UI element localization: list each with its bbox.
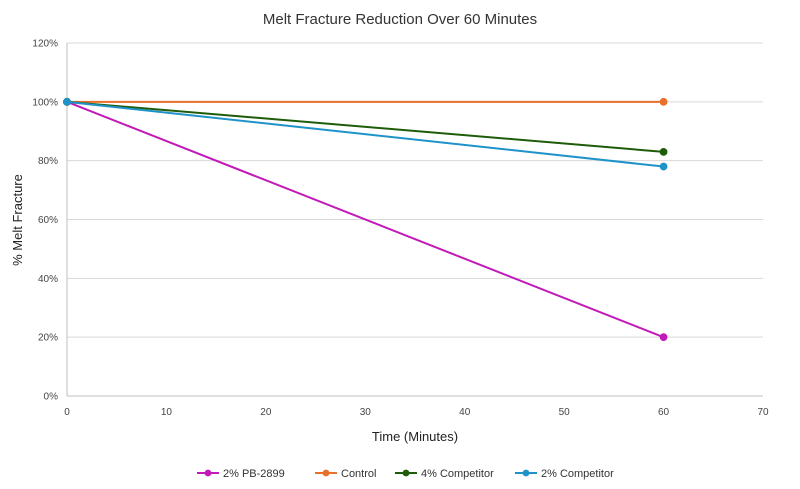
- x-tick-label: 50: [559, 407, 571, 418]
- series-4-competitor: [63, 97, 668, 156]
- legend-label: 2% Competitor: [541, 468, 614, 480]
- y-tick-label: 120%: [32, 39, 58, 50]
- y-tick-label: 60%: [38, 215, 58, 226]
- y-tick-labels: 0% 20% 40% 60% 80% 100% 120%: [32, 39, 58, 403]
- y-tick-label: 40%: [38, 274, 58, 285]
- legend-marker: [322, 469, 330, 477]
- data-point: [659, 333, 668, 342]
- data-point: [63, 97, 71, 106]
- legend-marker: [204, 469, 212, 477]
- y-axis-label: % Melt Fracture: [10, 174, 25, 266]
- legend-marker: [402, 469, 410, 477]
- y-tick-label: 100%: [32, 97, 58, 108]
- series-control: [63, 97, 668, 106]
- series-line: [66, 100, 664, 153]
- legend-label: 4% Competitor: [421, 468, 494, 480]
- data-point: [659, 147, 668, 156]
- x-tick-labels: 0 10 20 30 40 50 60 70: [64, 407, 769, 418]
- y-tick-label: 20%: [38, 333, 58, 344]
- legend-item[interactable]: Control: [315, 468, 376, 480]
- legend-item[interactable]: 2% PB-2899: [197, 468, 285, 480]
- legend[interactable]: 2% PB-2899 Control 4% Competitor 2% Competi…: [197, 468, 614, 480]
- x-tick-label: 30: [360, 407, 372, 418]
- legend-label: Control: [341, 468, 376, 480]
- gridlines: [67, 42, 763, 338]
- y-tick-label: 0%: [44, 392, 59, 403]
- legend-item[interactable]: 2% Competitor: [515, 468, 614, 480]
- x-tick-label: 40: [459, 407, 471, 418]
- x-tick-label: 60: [658, 407, 670, 418]
- series-2-competitor: [63, 97, 668, 171]
- x-tick-label: 70: [757, 407, 769, 418]
- x-tick-label: 0: [64, 407, 70, 418]
- series-line: [66, 100, 664, 168]
- x-axis-label: Time (Minutes): [372, 429, 458, 444]
- legend-item[interactable]: 4% Competitor: [395, 468, 494, 480]
- y-tick-label: 80%: [38, 156, 58, 167]
- data-point: [659, 97, 668, 106]
- series-line: [66, 100, 664, 339]
- legend-label: 2% PB-2899: [223, 468, 285, 480]
- chart-title: Melt Fracture Reduction Over 60 Minutes: [263, 11, 537, 28]
- data-point: [659, 162, 668, 171]
- legend-marker: [522, 469, 530, 477]
- x-tick-label: 10: [161, 407, 173, 418]
- x-tick-label: 20: [260, 407, 272, 418]
- series-group: [63, 97, 668, 342]
